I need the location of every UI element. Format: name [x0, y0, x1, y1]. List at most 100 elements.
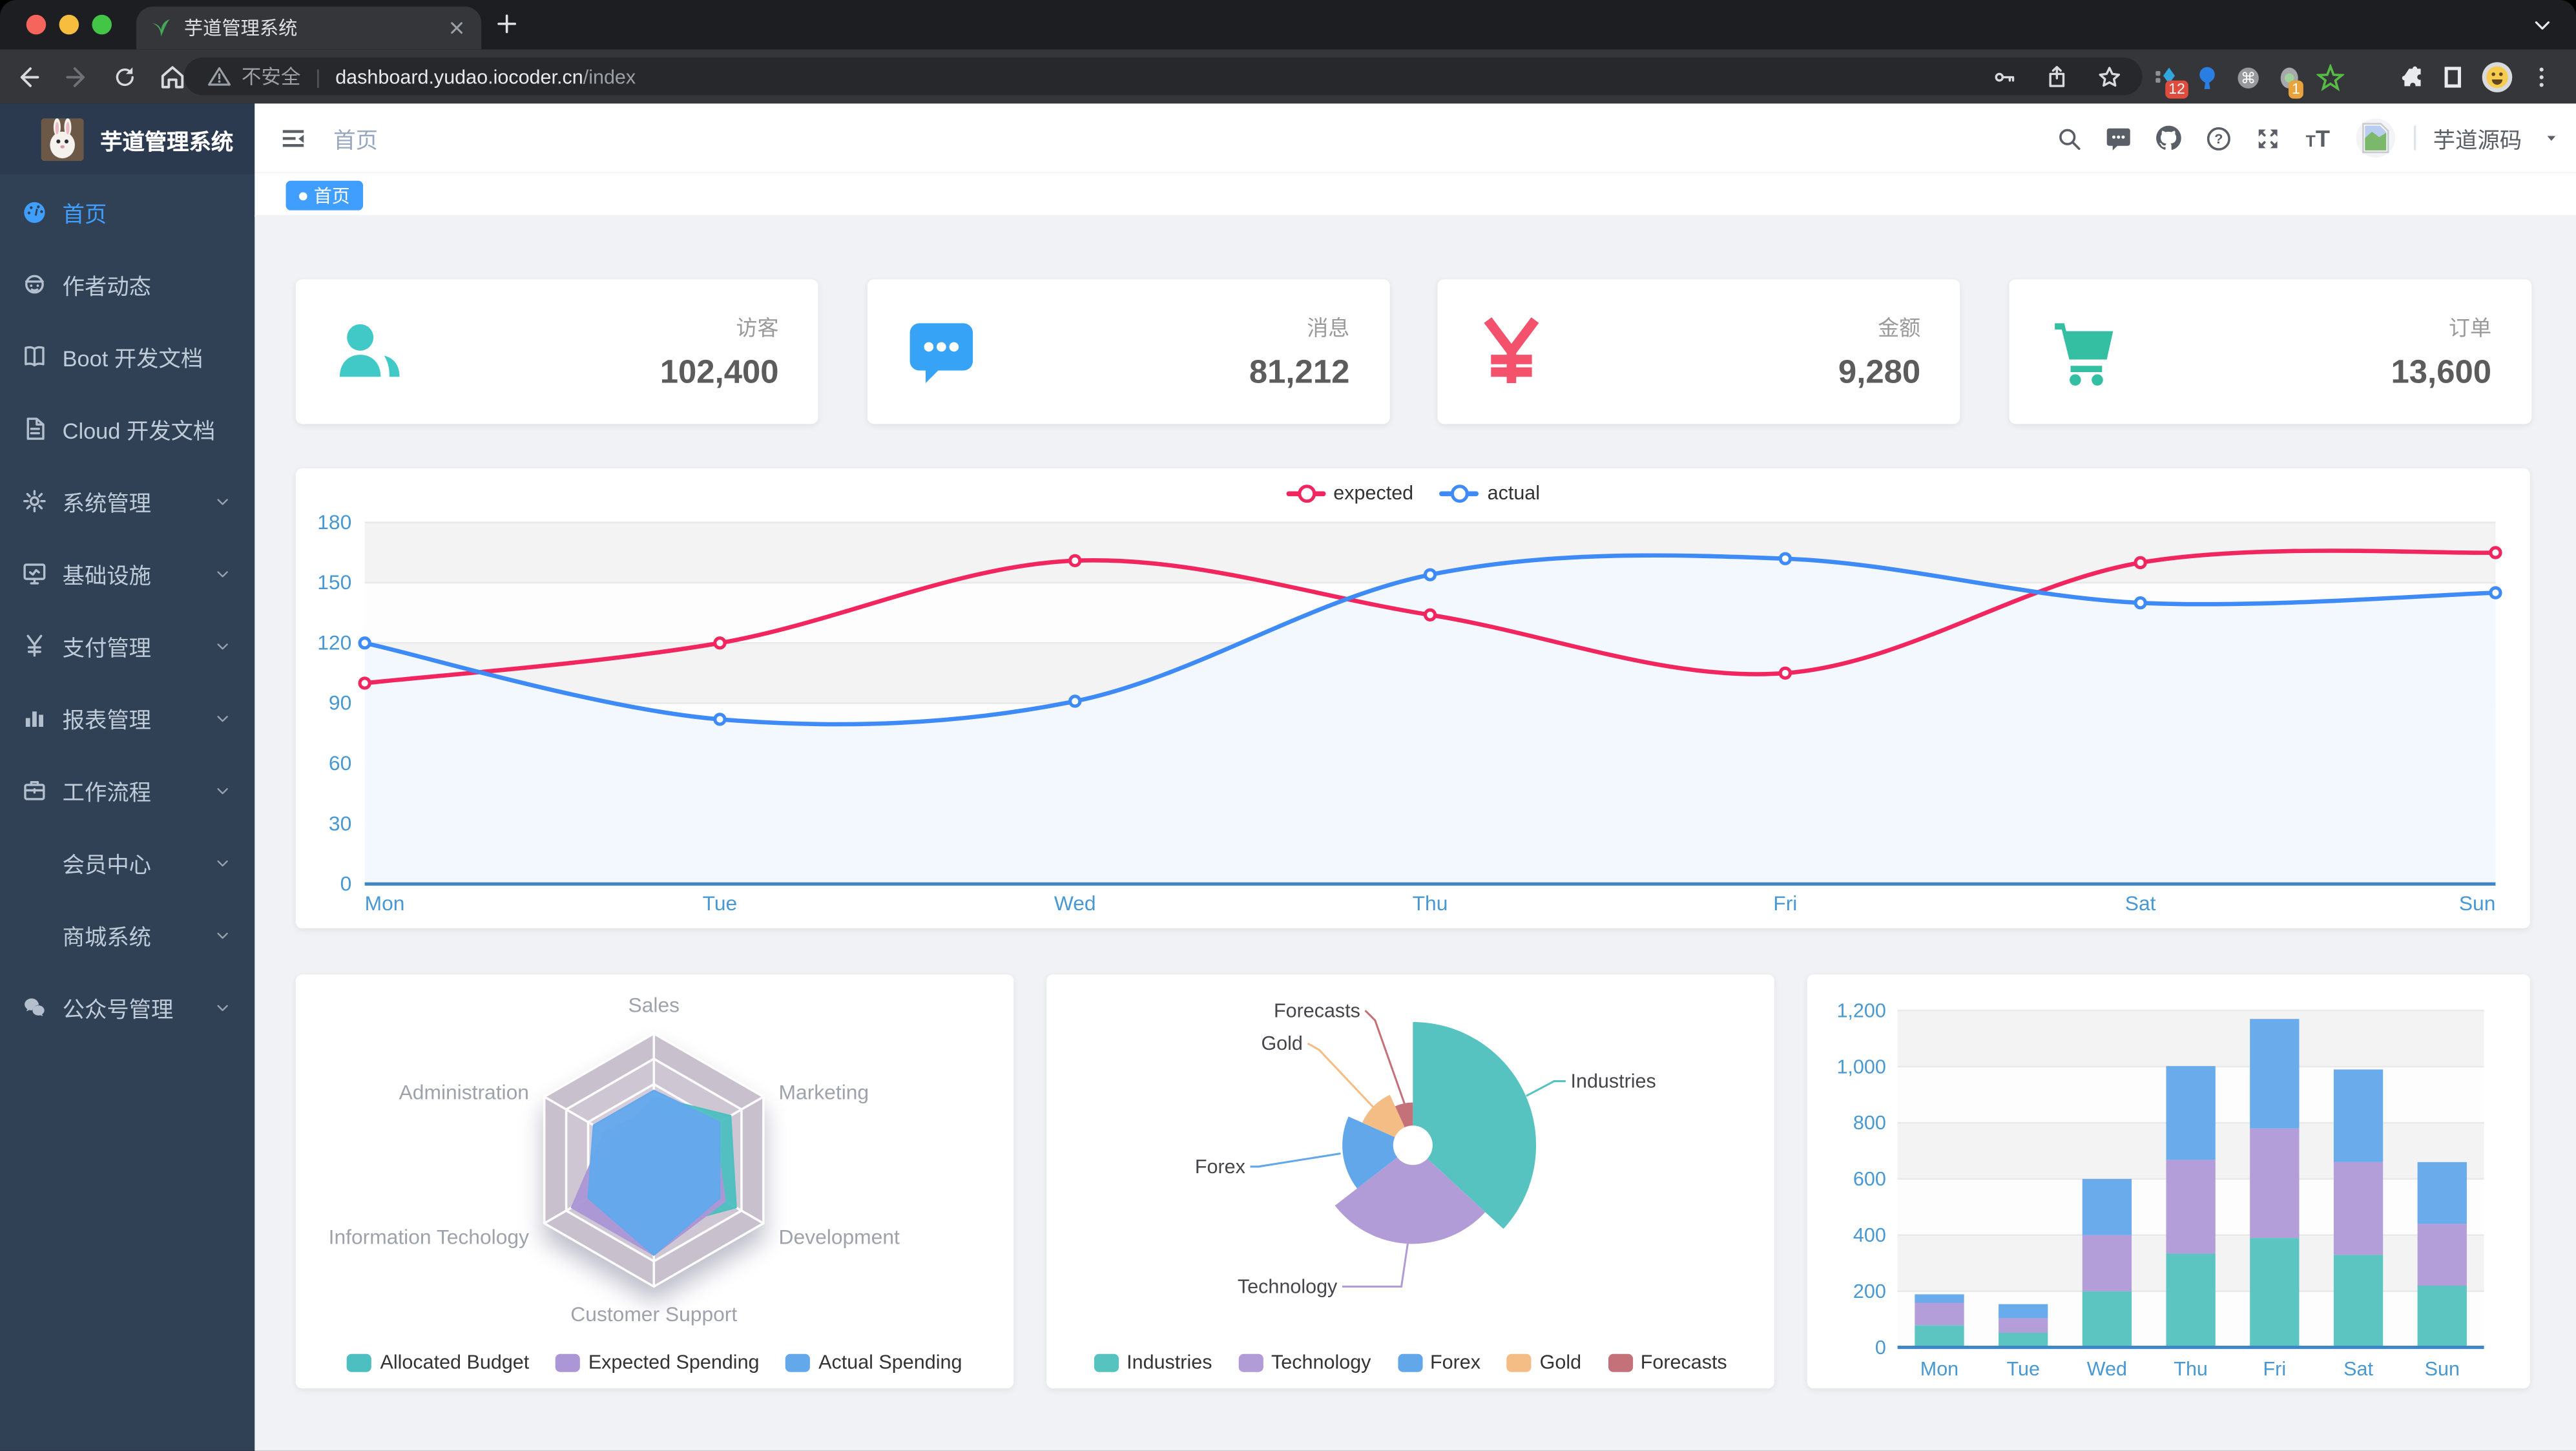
github-icon[interactable]: [2154, 123, 2183, 153]
sidebar-item-label: 支付管理: [62, 636, 151, 661]
sidebar-item-9[interactable]: 会员中心: [0, 826, 254, 899]
zoom-window-button[interactable]: [92, 14, 112, 35]
sidebar-item-3[interactable]: Cloud 开发文档: [0, 393, 254, 465]
line-chart-legend: expected actual: [296, 481, 2530, 505]
profile-avatar[interactable]: [2479, 59, 2515, 96]
svg-text:Sun: Sun: [2459, 892, 2496, 915]
ext-balloon-icon[interactable]: [2193, 63, 2221, 91]
sidebar-item-5[interactable]: 基础设施: [0, 538, 254, 610]
svg-text:Tue: Tue: [2006, 1358, 2039, 1380]
tab-close-icon[interactable]: [445, 16, 468, 39]
svg-text:Sales: Sales: [628, 994, 680, 1017]
legend-item-technology[interactable]: Technology: [1238, 1351, 1371, 1373]
legend-item-gold[interactable]: Gold: [1506, 1351, 1581, 1373]
browser-menu-dots-icon[interactable]: [2528, 64, 2555, 90]
svg-text:T: T: [2316, 125, 2330, 152]
help-icon[interactable]: ?: [2205, 124, 2232, 152]
legend-item-expected[interactable]: expected: [1285, 481, 1413, 505]
svg-text:1,200: 1,200: [1836, 999, 1885, 1021]
sidebar-item-4[interactable]: 系统管理: [0, 465, 254, 538]
username[interactable]: 芋道源码: [2433, 128, 2522, 153]
line-chart[interactable]: 0 30 60 90 120 150 180 Mon Tue Wed Thu Fri Sat Sun: [296, 468, 2530, 928]
chevron-down-icon: [214, 926, 232, 944]
reading-list-icon[interactable]: [2440, 64, 2466, 90]
legend-item-actual[interactable]: actual: [1439, 481, 1540, 505]
sidebar-item-10[interactable]: 商城系统: [0, 899, 254, 971]
search-icon[interactable]: [2055, 124, 2083, 152]
ext-chevrons-icon[interactable]: [2358, 63, 2385, 91]
money-icon: [1473, 314, 1549, 390]
fullscreen-icon[interactable]: [2254, 124, 2281, 152]
chevron-down-icon: [214, 853, 232, 872]
sidebar-item-0[interactable]: 首页: [0, 176, 254, 248]
extensions-row: 12 ⌘ 1: [2152, 54, 2555, 100]
close-window-button[interactable]: [26, 14, 47, 35]
back-button[interactable]: [13, 61, 43, 91]
svg-text:Wed: Wed: [1054, 892, 1096, 915]
reload-button[interactable]: [112, 63, 138, 90]
sidebar-logo[interactable]: 芋道管理系统: [0, 103, 255, 174]
sidebar-item-11[interactable]: 公众号管理: [0, 971, 254, 1043]
tag-label: 首页: [313, 187, 350, 207]
sidebar-item-label: 会员中心: [62, 853, 151, 878]
svg-text:Development: Development: [779, 1225, 900, 1248]
stat-card-3[interactable]: 订单 13,600: [2008, 279, 2531, 424]
stat-card-1[interactable]: 消息 81,212: [866, 279, 1389, 424]
wechat-icon: [21, 994, 48, 1021]
ext-star-icon[interactable]: [2316, 63, 2345, 91]
browser-tab[interactable]: 芋道管理系统: [136, 6, 482, 50]
forward-button[interactable]: [63, 61, 92, 91]
legend-item-industries[interactable]: Industries: [1094, 1351, 1212, 1373]
stat-title: 金额: [1878, 315, 1921, 340]
address-bar[interactable]: 不安全 | dashboard.yudao.iocoder.cn/index: [183, 57, 2143, 96]
pie-chart[interactable]: Industries Technology Forex Gold Forecasts: [1046, 974, 1774, 1388]
sidebar-item-7[interactable]: 报表管理: [0, 682, 254, 755]
stat-title: 消息: [1307, 315, 1350, 340]
sidebar-item-6[interactable]: 支付管理: [0, 610, 254, 682]
legend-item-actual-spending[interactable]: Actual Spending: [785, 1351, 962, 1373]
legend-item-forecasts[interactable]: Forecasts: [1607, 1351, 1727, 1373]
share-icon[interactable]: [2044, 63, 2070, 90]
sidebar-item-2[interactable]: Boot 开发文档: [0, 320, 254, 393]
ext-oval-icon[interactable]: 1: [2276, 63, 2303, 98]
hamburger-icon[interactable]: [279, 124, 307, 152]
sidebar-item-8[interactable]: 工作流程: [0, 754, 254, 826]
home-button[interactable]: [158, 61, 187, 91]
svg-text:Wed: Wed: [2087, 1358, 2127, 1380]
legend-item-expected-spending[interactable]: Expected Spending: [555, 1351, 760, 1373]
chart-bars-icon: [21, 705, 48, 731]
sidebar-item-1[interactable]: 作者动态: [0, 248, 254, 320]
radar-chart-card: Sales Marketing Development Customer Suppor…: [295, 974, 1014, 1389]
svg-text:Sat: Sat: [2125, 892, 2156, 915]
monitor-icon: [21, 560, 48, 587]
stat-card-0[interactable]: 访客 102,400: [295, 279, 818, 424]
new-tab-button[interactable]: [493, 10, 521, 37]
bar-chart[interactable]: 0 200 400 600 800 1,000 1,200 Mon Tue Wed Thu Fri Sa…: [1807, 974, 2530, 1388]
extensions-puzzle-icon[interactable]: [2398, 63, 2426, 91]
people-icon: [332, 314, 408, 390]
bookmark-star-icon[interactable]: [2096, 63, 2123, 90]
stat-value: 81,212: [1249, 355, 1350, 391]
svg-text:Gold: Gold: [1261, 1032, 1302, 1054]
svg-text:Tue: Tue: [703, 892, 738, 915]
minimize-window-button[interactable]: [59, 14, 79, 35]
password-key-icon[interactable]: [1991, 63, 2018, 90]
tag-active-dot: [298, 191, 307, 200]
svg-text:60: 60: [329, 751, 351, 775]
legend-item-allocated-budget[interactable]: Allocated Budget: [347, 1351, 529, 1373]
ext-diamond-icon[interactable]: 12: [2152, 63, 2188, 98]
pie-chart-card: Industries Technology Forex Gold Forecasts I…: [1046, 974, 1774, 1389]
svg-text:400: 400: [1853, 1224, 1886, 1246]
tab-search-chevron-icon[interactable]: [2530, 13, 2555, 37]
stat-card-2[interactable]: 金额 9,280: [1437, 279, 1960, 424]
not-secure-warning-icon[interactable]: [207, 64, 231, 89]
radar-chart[interactable]: Sales Marketing Development Customer Suppor…: [296, 974, 1013, 1388]
tag-home[interactable]: 首页: [286, 180, 364, 211]
legend-item-forex[interactable]: Forex: [1397, 1351, 1480, 1373]
ext-command-icon[interactable]: ⌘: [2234, 63, 2262, 91]
user-avatar[interactable]: [2354, 117, 2396, 160]
user-caret-down-icon[interactable]: [2543, 130, 2559, 146]
chat-icon[interactable]: [2104, 124, 2132, 152]
